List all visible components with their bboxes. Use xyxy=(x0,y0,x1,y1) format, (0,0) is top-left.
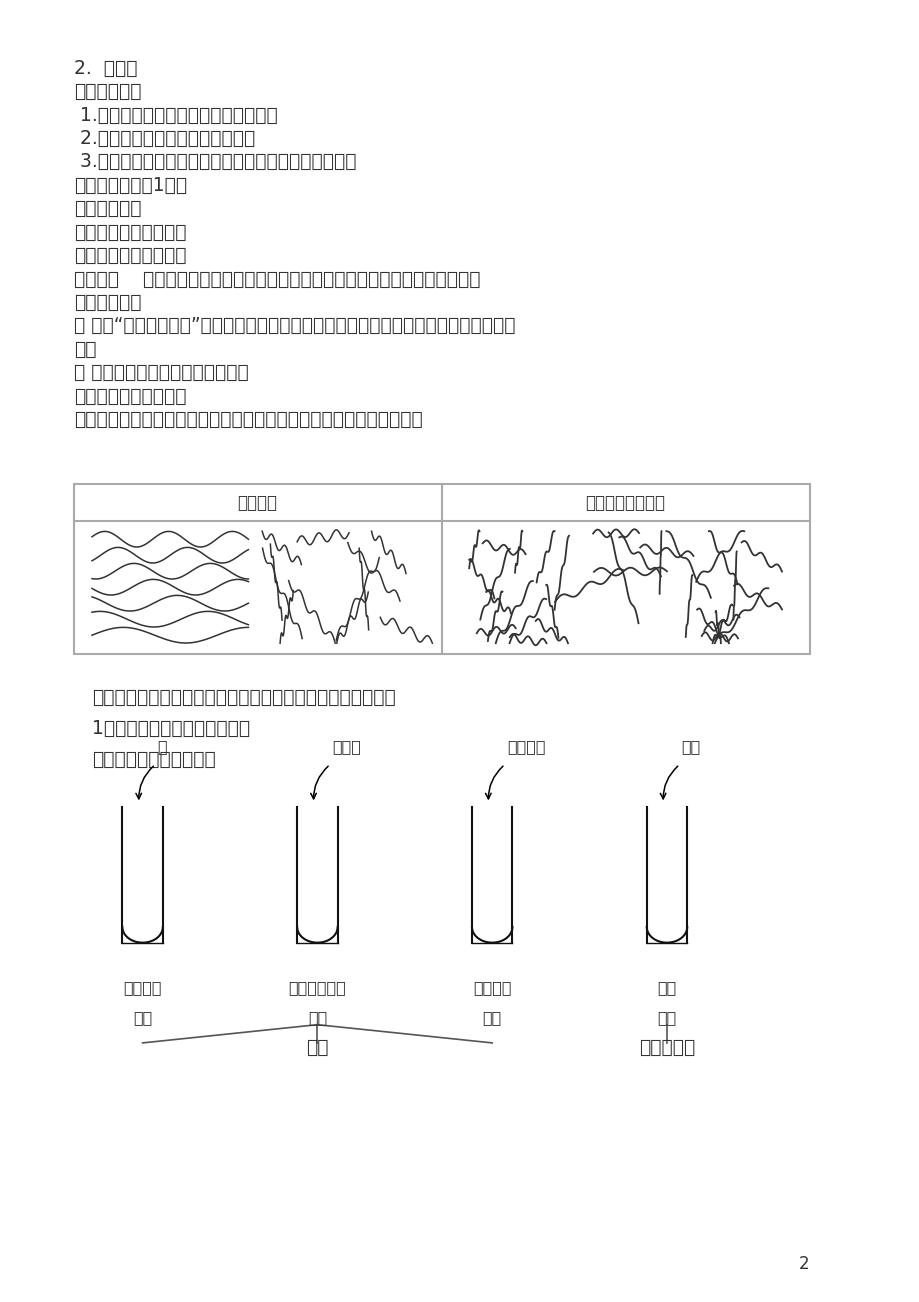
Text: 1．高分子材料在溶剂中的溶解: 1．高分子材料在溶剂中的溶解 xyxy=(92,719,250,738)
Text: ㈚预习检查、总结疑惑: ㈚预习检查、总结疑惑 xyxy=(74,223,186,242)
Text: ⑵ 知道高分子结构对性能的影响。: ⑵ 知道高分子结构对性能的影响。 xyxy=(74,363,248,383)
Text: ㈛情景导入、展示目标: ㈛情景导入、展示目标 xyxy=(74,246,186,266)
Text: 《导入》: 《导入》 xyxy=(74,270,131,289)
Text: 橡皮: 橡皮 xyxy=(657,980,675,996)
Text: 投影：展示常见的额塑料及一些高分子材料。激发学生兴趣引入新课: 投影：展示常见的额塑料及一些高分子材料。激发学生兴趣引入新课 xyxy=(137,270,480,289)
Text: 六、课前准备: 六、课前准备 xyxy=(74,82,141,102)
Text: 3.教学环境的设计和布置：两人一组，实验室内教学。: 3.教学环境的设计和布置：两人一组，实验室内教学。 xyxy=(74,152,356,172)
Text: 2.教师的教学准备：本节实验仪器: 2.教师的教学准备：本节实验仪器 xyxy=(74,129,255,148)
Text: 苯: 苯 xyxy=(157,738,166,754)
Text: 溶液: 溶液 xyxy=(308,1010,326,1026)
Text: 不溶、膨胀: 不溶、膨胀 xyxy=(638,1038,695,1057)
Text: 有机玻璃: 有机玻璃 xyxy=(472,980,511,996)
Text: 首先组织同学观察实验：: 首先组织同学观察实验： xyxy=(92,750,216,769)
Text: 溶解: 溶解 xyxy=(306,1038,328,1057)
Bar xyxy=(74,484,809,654)
Text: 2: 2 xyxy=(798,1255,809,1273)
Text: 粉末: 粉末 xyxy=(482,1010,501,1026)
Text: 八、教学过程: 八、教学过程 xyxy=(74,199,141,219)
Text: 三氯甲烷: 三氯甲烷 xyxy=(506,738,545,754)
Text: 2.  实验法: 2. 实验法 xyxy=(74,59,137,78)
Text: 汽油: 汽油 xyxy=(681,738,700,754)
Text: 苯酟三氯甲烷: 苯酟三氯甲烷 xyxy=(289,980,346,996)
Text: 有机高分子的结构大体可以分为线型结构和网状（体型）结构两大类。: 有机高分子的结构大体可以分为线型结构和网状（体型）结构两大类。 xyxy=(74,410,422,430)
Text: 粉末: 粉末 xyxy=(657,1010,675,1026)
Text: 粉末: 粉末 xyxy=(133,1010,152,1026)
Text: 七、课时安排：1课时: 七、课时安排：1课时 xyxy=(74,176,187,195)
Text: 《展示目标》: 《展示目标》 xyxy=(74,293,141,312)
Text: 途。: 途。 xyxy=(74,340,96,359)
Text: 锦纶丝: 锦纶丝 xyxy=(332,738,360,754)
Text: 聚苯乙烯: 聚苯乙烯 xyxy=(123,980,162,996)
Text: ⑴ 通过“三大合成材料”的实例，分别说明塑料、合成纤维、合成橡胶的结构、性能和用: ⑴ 通过“三大合成材料”的实例，分别说明塑料、合成纤维、合成橡胶的结构、性能和用 xyxy=(74,316,515,336)
Text: 网状（体型）结构: 网状（体型）结构 xyxy=(585,493,664,512)
Text: 线型结构: 线型结构 xyxy=(237,493,278,512)
Text: ㈜合作探究、精讲点拨: ㈜合作探究、精讲点拨 xyxy=(74,387,186,406)
Text: 实验探究线型结构和网状（体型）结构两类有机高分子的性质: 实验探究线型结构和网状（体型）结构两类有机高分子的性质 xyxy=(92,687,395,707)
Text: 1.学生的学习准备：完成课前预习学案: 1.学生的学习准备：完成课前预习学案 xyxy=(74,105,277,125)
